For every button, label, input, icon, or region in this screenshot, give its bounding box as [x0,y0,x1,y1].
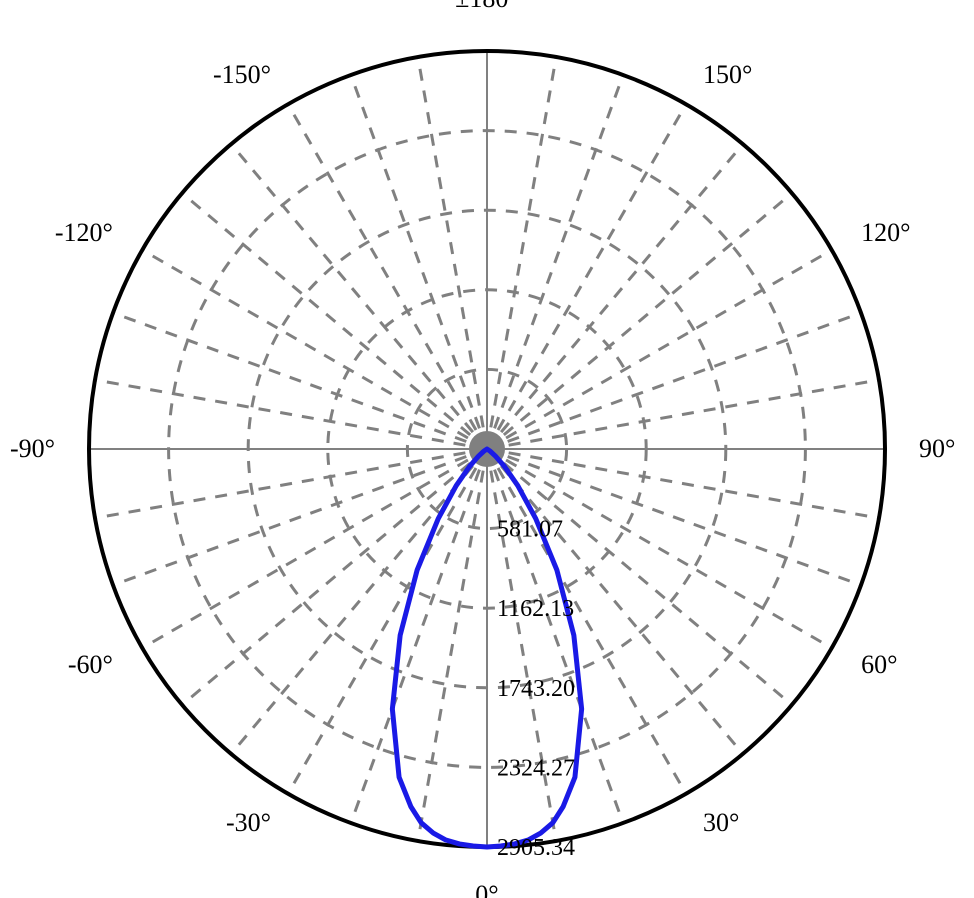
angle-label: -150° [213,60,271,89]
angle-label: 150° [703,60,752,89]
polar-chart: ±180° 150° 120° 90° 60° 30° 0° -30° -60° -90° -120… [0,0,974,898]
radial-label: 2324.27 [497,755,575,781]
radial-label: 2905.34 [497,835,575,861]
angle-label: 30° [703,808,739,837]
radial-label: 581.07 [497,517,563,543]
angle-label: -90° [10,434,55,463]
angle-label: -120° [55,218,113,247]
radial-label: 1743.20 [497,676,575,702]
angle-label: 0° [475,880,498,898]
angle-label: -30° [226,808,271,837]
angle-label: ±180° [455,0,519,13]
angle-label: 90° [919,434,955,463]
radial-label: 1162.13 [497,596,574,622]
angle-label: -60° [68,650,113,679]
angle-label: 120° [861,218,910,247]
angle-label: 60° [861,650,897,679]
